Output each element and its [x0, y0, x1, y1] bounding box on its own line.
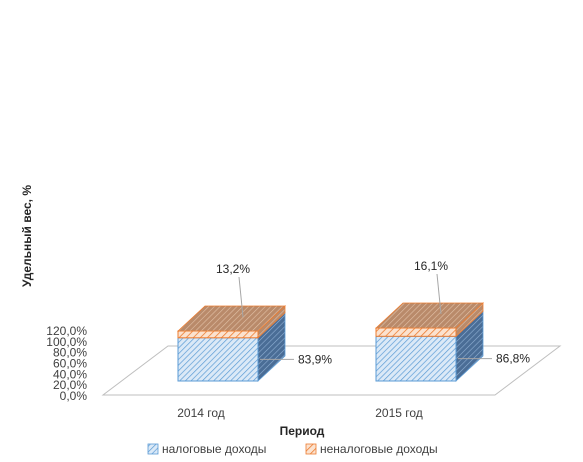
legend-label-nontax: неналоговые доходы	[320, 442, 438, 456]
x-tick-label: 2014 год	[177, 406, 225, 420]
legend-swatch-nontax	[305, 443, 317, 455]
y-axis-title: Удельный вес, %	[20, 185, 34, 287]
y-tick-label: 20,0%	[53, 378, 87, 392]
y-tick-label: 40,0%	[53, 367, 87, 381]
data-label: 86,8%	[496, 352, 530, 366]
legend-swatch-tax	[147, 443, 159, 455]
bar-segment	[375, 335, 457, 382]
bar-segment	[177, 337, 259, 382]
y-tick-label: 60,0%	[53, 357, 87, 371]
y-axis-ticks: 0,0%20,0%40,0%60,0%80,0%100,0%120,0%	[46, 324, 87, 403]
y-tick-label: 0,0%	[60, 389, 88, 403]
legend: налоговые доходы неналоговые доходы	[147, 442, 438, 456]
data-labels: 83,9% 13,2% 86,8% 16,1%	[216, 259, 530, 366]
leader-line	[436, 273, 442, 315]
bars	[176, 302, 485, 382]
x-tick-label: 2015 год	[375, 406, 423, 420]
data-label: 13,2%	[216, 262, 250, 276]
x-axis-ticks: 2014 год 2015 год	[177, 406, 423, 420]
y-tick-label: 100,0%	[46, 335, 87, 349]
bar-segment	[375, 327, 457, 337]
y-tick-label: 120,0%	[46, 324, 87, 338]
y-tick-label: 80,0%	[53, 346, 87, 360]
leader-line	[238, 276, 244, 318]
legend-label-tax: налоговые доходы	[162, 442, 266, 456]
bar-top	[374, 302, 485, 329]
bar-top	[176, 305, 287, 332]
data-label: 16,1%	[414, 259, 448, 273]
data-label: 83,9%	[298, 352, 332, 366]
x-axis-title: Период	[280, 424, 325, 438]
bar-segment	[177, 330, 259, 339]
